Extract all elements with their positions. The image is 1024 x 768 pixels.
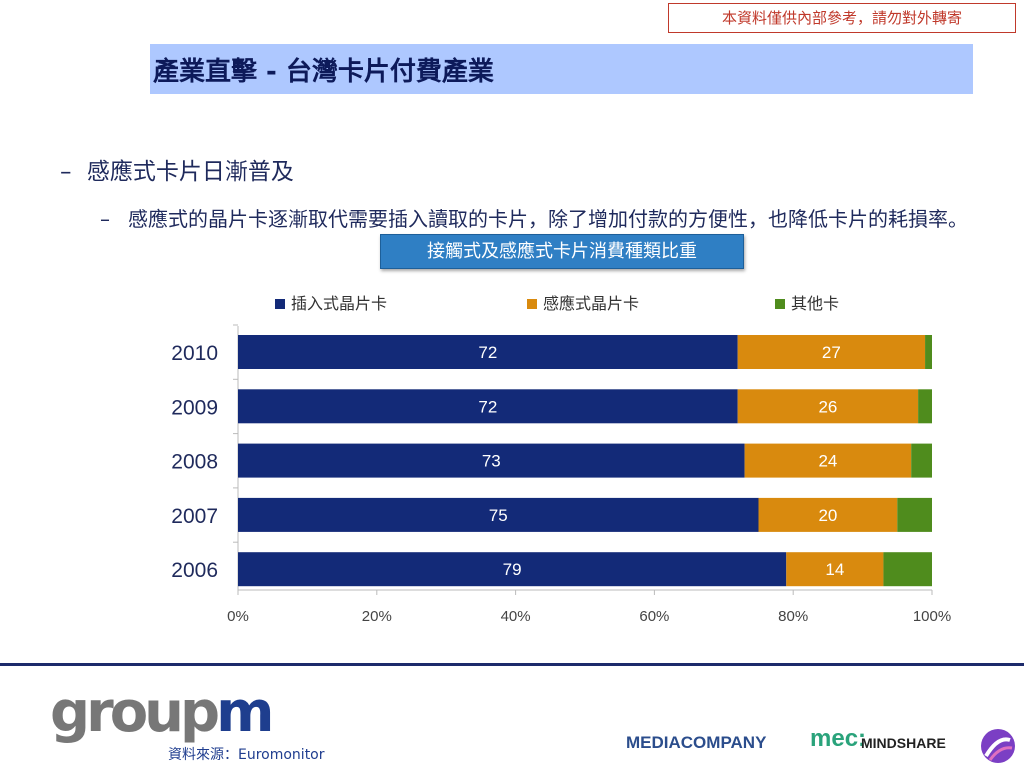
legend-label: 其他卡: [791, 294, 839, 313]
x-tick-label: 40%: [501, 608, 531, 625]
bar-segment: [238, 335, 738, 369]
legend-label: 插入式晶片卡: [291, 294, 387, 313]
legend-swatch: [275, 299, 285, 309]
data-label: 73: [482, 452, 501, 471]
bar-segment: [918, 389, 932, 424]
bullet-text: 感應式的晶片卡逐漸取代需要插入讀取的卡片，除了增加付款的方便性，也降低卡片的耗損…: [128, 207, 968, 231]
data-label: 26: [818, 397, 837, 416]
stacked-bar-chart: 插入式晶片卡 感應式晶片卡 其他卡 2010 72 27 2009 72 26 2008 73 24 2…: [171, 294, 951, 625]
bar-segment: [238, 443, 745, 478]
data-label: 20: [818, 506, 837, 525]
mindshare-logo: MINDSHARE: [861, 735, 946, 751]
bullet-text: 感應式卡片日漸普及: [86, 159, 294, 185]
category-label: 2010: [171, 342, 218, 365]
category-label: 2009: [171, 396, 218, 419]
bullet-level1: – 感應式卡片日漸普及: [60, 152, 294, 186]
mediacompany-logo: MEDIACOMPANY: [626, 733, 767, 752]
page-title: 產業直擊 - 台灣卡片付費產業: [153, 57, 494, 87]
bar-segment: [238, 389, 738, 424]
data-label: 72: [478, 343, 497, 362]
x-tick-label: 80%: [778, 608, 808, 625]
source-note: 資料來源：Euromonitor: [168, 747, 325, 763]
confidential-notice: 本資料僅供內部參考，請勿對外轉寄: [668, 3, 1016, 33]
bar-segment: [737, 389, 919, 424]
bar-segment: [897, 497, 932, 532]
data-label: 79: [503, 560, 522, 579]
bar-segment: [911, 443, 932, 478]
bar-segment: [737, 335, 926, 369]
x-tick-label: 60%: [639, 608, 669, 625]
mec-logo: mec:: [810, 725, 867, 752]
chart-callout-label: 接觸式及感應式卡片消費種類比重: [380, 234, 744, 269]
bar-segment: [925, 335, 932, 369]
legend-swatch: [527, 299, 537, 309]
bar-segment: [744, 443, 912, 478]
bar-segment: [238, 497, 759, 532]
data-label: 27: [822, 343, 841, 362]
x-tick-label: 100%: [913, 608, 951, 625]
category-label: 2008: [171, 451, 218, 474]
category-label: 2006: [171, 559, 218, 582]
groupm-logo: groupm: [50, 680, 275, 745]
bullet-dash: –: [60, 159, 72, 185]
legend-swatch: [775, 299, 785, 309]
legend-label: 感應式晶片卡: [543, 294, 639, 313]
x-tick-label: 0%: [227, 608, 249, 625]
bullet-dash: –: [100, 207, 110, 231]
title-bar: 產業直擊 - 台灣卡片付費產業: [150, 44, 973, 94]
data-label: 14: [825, 560, 844, 579]
bar-segment: [238, 552, 787, 587]
data-label: 75: [489, 506, 508, 525]
bar-segment: [786, 552, 884, 587]
mindshare-swirl-icon: [981, 729, 1015, 763]
category-label: 2007: [171, 505, 218, 528]
bar-segment: [883, 552, 932, 587]
footer-divider: [0, 663, 1024, 666]
bar-segment: [758, 497, 898, 532]
data-label: 72: [478, 397, 497, 416]
x-tick-label: 20%: [362, 608, 392, 625]
data-label: 24: [818, 452, 837, 471]
